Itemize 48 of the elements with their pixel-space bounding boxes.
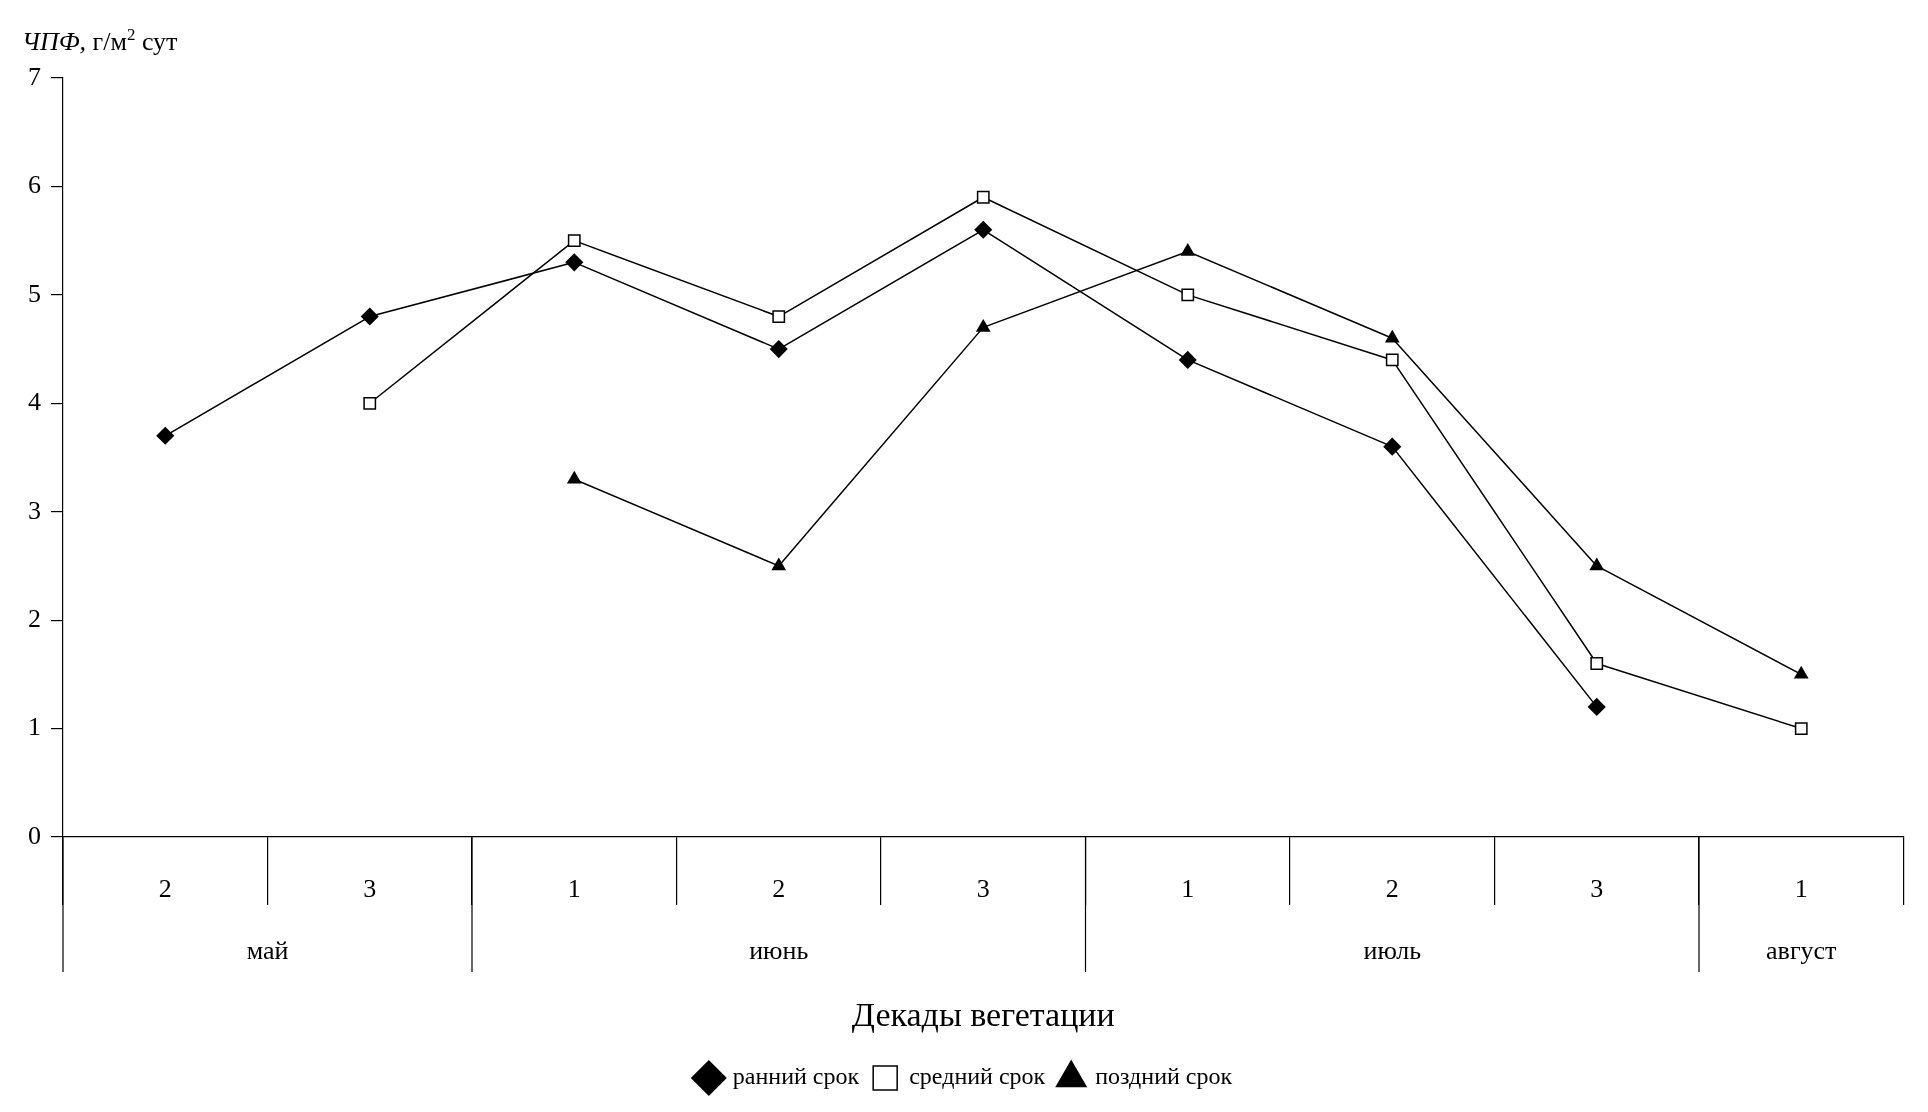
text: июль — [1363, 935, 1422, 965]
x-tick-label: 2 — [1385, 874, 1399, 904]
point — [1180, 243, 1195, 256]
point — [567, 234, 581, 248]
y-tick-label: 3 — [28, 495, 41, 525]
point — [974, 221, 992, 239]
y-tick-label: 5 — [28, 278, 41, 308]
x-tick-label: 3 — [976, 874, 990, 904]
point — [1794, 666, 1809, 679]
y-tick-label: 4 — [28, 387, 41, 417]
x-axis-title: Декады вегетации — [851, 995, 1115, 1033]
y-tick-label: 7 — [28, 61, 41, 91]
point — [1588, 698, 1606, 716]
point — [976, 190, 990, 204]
point — [156, 427, 174, 445]
x-tick-label: 1 — [567, 874, 581, 904]
point — [1385, 353, 1399, 367]
y-tick-label: 0 — [28, 820, 41, 850]
x-tick-label: 3 — [1590, 874, 1604, 904]
x-tick-label: 2 — [772, 874, 786, 904]
x-tick-label: 1 — [1181, 874, 1195, 904]
point — [1794, 722, 1808, 735]
point — [361, 307, 379, 326]
y-tick-label: 2 — [28, 603, 41, 633]
point — [770, 340, 788, 358]
legend-label: ранний срок — [732, 1063, 860, 1090]
text: август — [1766, 935, 1837, 965]
y-tick-label: 6 — [28, 170, 41, 200]
x-tick-label: 2 — [158, 874, 172, 904]
point — [1590, 657, 1604, 670]
point — [565, 253, 583, 272]
x-tick-label: 1 — [1794, 874, 1808, 904]
point — [771, 558, 786, 571]
point — [976, 319, 991, 332]
point — [772, 310, 786, 323]
legend-label: средний срок — [909, 1063, 1046, 1090]
point — [1589, 558, 1604, 571]
legend-label: поздний срок — [1095, 1063, 1233, 1090]
text: июнь — [749, 935, 809, 965]
point — [1179, 351, 1197, 369]
point — [1385, 330, 1400, 343]
point — [1383, 437, 1401, 456]
point — [363, 396, 377, 410]
x-tick-label: 3 — [363, 874, 377, 904]
point — [567, 471, 582, 484]
text: май — [246, 935, 289, 965]
point — [1181, 288, 1195, 302]
y-tick-label: 1 — [28, 712, 41, 742]
